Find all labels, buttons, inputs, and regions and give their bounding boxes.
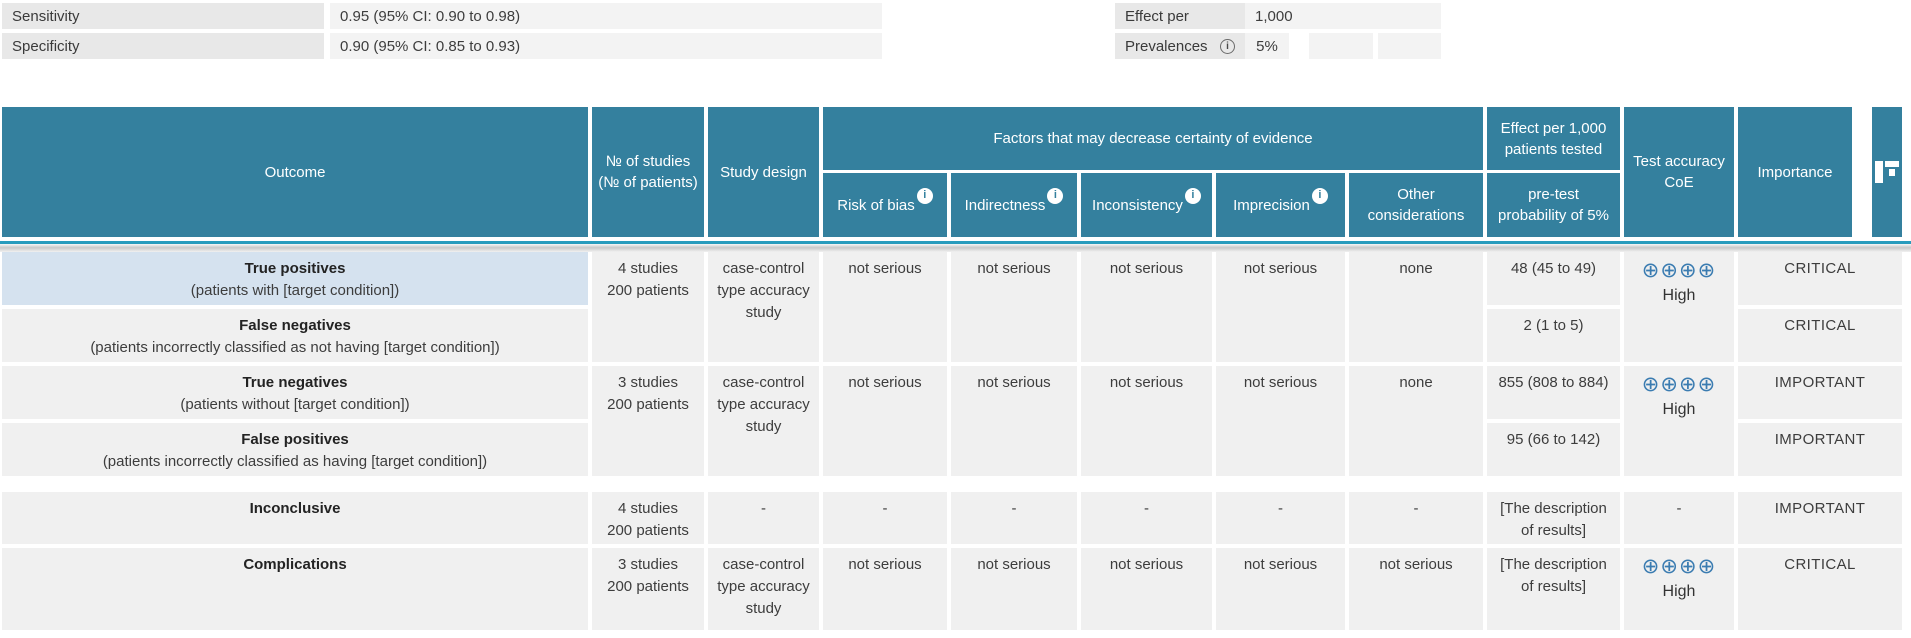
studies-cell[interactable]: 3 studies 200 patients — [592, 366, 704, 476]
header-imprecision: Imprecision i — [1216, 173, 1345, 237]
header-studies: № of studies (№ of patients) — [592, 107, 704, 237]
effect-cell[interactable]: 2 (1 to 5) — [1487, 309, 1620, 362]
info-icon[interactable]: i — [1311, 188, 1328, 204]
header-factors-group: Factors that may decrease certainty of e… — [823, 107, 1483, 170]
coe-cell[interactable]: ⊕⊕⊕⊕ High — [1624, 548, 1734, 630]
effect-cell[interactable]: [The description of results] — [1487, 492, 1620, 544]
coe-cell[interactable]: ⊕⊕⊕⊕ High — [1624, 366, 1734, 476]
importance-cell[interactable]: CRITICAL — [1738, 309, 1902, 362]
info-icon[interactable]: i — [1047, 188, 1064, 204]
other-considerations-cell[interactable]: none — [1349, 252, 1483, 362]
coe-cell[interactable]: - — [1624, 492, 1734, 544]
imprecision-cell[interactable]: not serious — [1216, 252, 1345, 362]
study-design-cell[interactable]: case-control type accuracy study — [708, 548, 819, 630]
importance-cell[interactable]: CRITICAL — [1738, 252, 1902, 305]
effect-settings: Effect per 1,000 Prevalences i 5% — [1115, 3, 1441, 59]
effect-cell[interactable]: 855 (808 to 884) — [1487, 366, 1620, 419]
importance-cell[interactable]: IMPORTANT — [1738, 492, 1902, 544]
indirectness-cell[interactable]: - — [951, 492, 1077, 544]
other-considerations-cell[interactable]: none — [1349, 366, 1483, 476]
outcome-cell-false-positives[interactable]: False positives (patients incorrectly cl… — [2, 423, 588, 476]
info-icon[interactable]: i — [1184, 188, 1201, 204]
studies-cell[interactable]: 4 studies 200 patients — [592, 252, 704, 362]
table-header: Outcome № of studies (№ of patients) Stu… — [2, 107, 1911, 237]
table-columns-icon — [1874, 159, 1900, 185]
indirectness-cell[interactable]: not serious — [951, 252, 1077, 362]
prevalence-empty-field-1[interactable] — [1309, 33, 1373, 59]
header-accent-line — [0, 241, 1911, 244]
inconsistency-cell[interactable]: not serious — [1081, 252, 1212, 362]
header-effect-group: Effect per 1,000 patients tested — [1487, 107, 1620, 170]
accuracy-summary: Sensitivity 0.95 (95% CI: 0.90 to 0.98) … — [2, 3, 882, 59]
inconsistency-cell[interactable]: - — [1081, 492, 1212, 544]
table-body: True positives (patients with [target co… — [2, 252, 1911, 630]
prevalences-label: Prevalences i — [1115, 33, 1245, 59]
other-considerations-cell[interactable]: - — [1349, 492, 1483, 544]
effect-per-value[interactable]: 1,000 — [1245, 3, 1441, 29]
effect-cell[interactable]: 48 (45 to 49) — [1487, 252, 1620, 305]
imprecision-cell[interactable]: not serious — [1216, 366, 1345, 476]
coe-symbols: ⊕⊕⊕⊕ — [1641, 554, 1717, 578]
header-pretest-probability: pre-test probability of 5% — [1487, 173, 1620, 237]
info-icon[interactable]: i — [1220, 38, 1235, 54]
effect-per-label: Effect per — [1115, 3, 1245, 29]
risk-of-bias-cell[interactable]: not serious — [823, 366, 947, 476]
top-panel: Sensitivity 0.95 (95% CI: 0.90 to 0.98) … — [0, 0, 1911, 59]
outcome-cell-true-positives[interactable]: True positives (patients with [target co… — [2, 252, 588, 305]
indirectness-cell[interactable]: not serious — [951, 366, 1077, 476]
header-test-accuracy-coe: Test accuracy CoE — [1624, 107, 1734, 237]
sensitivity-value[interactable]: 0.95 (95% CI: 0.90 to 0.98) — [330, 3, 882, 29]
risk-of-bias-cell[interactable]: - — [823, 492, 947, 544]
specificity-value[interactable]: 0.90 (95% CI: 0.85 to 0.93) — [330, 33, 882, 59]
header-study-design: Study design — [708, 107, 819, 237]
effect-cell[interactable]: 95 (66 to 142) — [1487, 423, 1620, 476]
risk-of-bias-cell[interactable]: not serious — [823, 252, 947, 362]
prevalence-empty-field-2[interactable] — [1378, 33, 1441, 59]
imprecision-cell[interactable]: not serious — [1216, 548, 1345, 630]
coe-cell[interactable]: ⊕⊕⊕⊕ High — [1624, 252, 1734, 362]
outcome-cell-inconclusive[interactable]: Inconclusive — [2, 492, 588, 544]
header-risk-of-bias: Risk of bias i — [823, 173, 947, 237]
outcome-cell-false-negatives[interactable]: False negatives (patients incorrectly cl… — [2, 309, 588, 362]
studies-cell[interactable]: 4 studies 200 patients — [592, 492, 704, 544]
coe-symbols: ⊕⊕⊕⊕ — [1641, 372, 1717, 396]
importance-cell[interactable]: IMPORTANT — [1738, 366, 1902, 419]
info-icon[interactable]: i — [916, 188, 933, 204]
inconsistency-cell[interactable]: not serious — [1081, 366, 1212, 476]
header-shadow — [0, 244, 1911, 252]
study-design-cell[interactable]: case-control type accuracy study — [708, 366, 819, 476]
header-outcome: Outcome — [2, 107, 588, 237]
prevalence-value[interactable]: 5% — [1245, 33, 1289, 59]
studies-cell[interactable]: 3 studies 200 patients — [592, 548, 704, 630]
indirectness-cell[interactable]: not serious — [951, 548, 1077, 630]
outcome-cell-complications[interactable]: Complications — [2, 548, 588, 630]
sensitivity-label: Sensitivity — [2, 3, 324, 29]
effect-cell[interactable]: [The description of results] — [1487, 548, 1620, 630]
header-other-considerations: Other considerations — [1349, 173, 1483, 237]
study-design-cell[interactable]: case-control type accuracy study — [708, 252, 819, 362]
outcome-cell-true-negatives[interactable]: True negatives (patients without [target… — [2, 366, 588, 419]
specificity-label: Specificity — [2, 33, 324, 59]
header-columns-settings[interactable] — [1872, 107, 1902, 237]
inconsistency-cell[interactable]: not serious — [1081, 548, 1212, 630]
importance-cell[interactable]: CRITICAL — [1738, 548, 1902, 630]
header-inconsistency: Inconsistency i — [1081, 173, 1212, 237]
study-design-cell[interactable]: - — [708, 492, 819, 544]
risk-of-bias-cell[interactable]: not serious — [823, 548, 947, 630]
imprecision-cell[interactable]: - — [1216, 492, 1345, 544]
header-indirectness: Indirectness i — [951, 173, 1077, 237]
coe-symbols: ⊕⊕⊕⊕ — [1641, 258, 1717, 282]
header-importance: Importance — [1738, 107, 1852, 237]
other-considerations-cell[interactable]: not serious — [1349, 548, 1483, 630]
importance-cell[interactable]: IMPORTANT — [1738, 423, 1902, 476]
